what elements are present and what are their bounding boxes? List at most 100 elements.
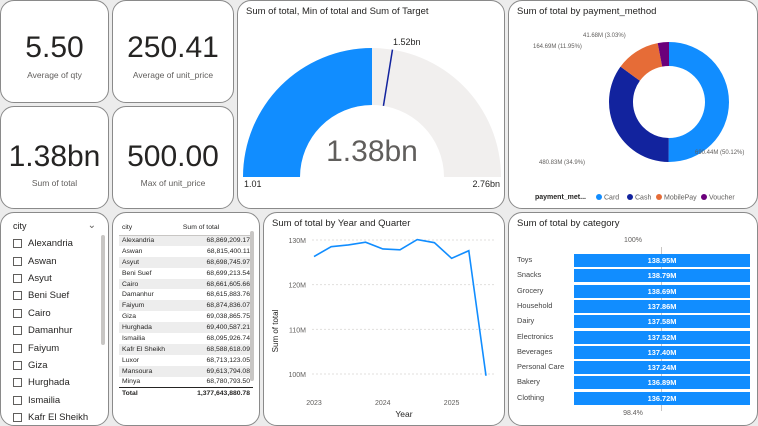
- table-row[interactable]: Minya 68,780,793.50: [122, 378, 250, 386]
- table-row[interactable]: Giza 69,038,865.75: [122, 313, 250, 321]
- category-bar[interactable]: 137.52M: [574, 330, 750, 344]
- checkbox[interactable]: [13, 343, 22, 353]
- slicer-item[interactable]: Damanhur: [13, 322, 101, 339]
- category-bar[interactable]: 137.86M: [574, 299, 750, 313]
- kpi-value: 250.41: [127, 31, 219, 64]
- y-tick-label: 100M: [288, 372, 306, 379]
- donut-chart: 41.68M (3.03%) 164.69M (11.95%) 480.83M …: [533, 33, 744, 202]
- slicer-item[interactable]: Ismailia: [13, 392, 101, 409]
- category-label: Bakery: [517, 377, 541, 387]
- gauge-center-value: 1.38bn: [326, 135, 418, 168]
- category-row[interactable]: Clothing 136.72M: [509, 391, 750, 406]
- kpi-card-sum-total[interactable]: 1.38bn Sum of total: [0, 106, 109, 209]
- category-label: Beverages: [517, 346, 553, 356]
- donut-slice-card[interactable]: [668, 42, 729, 162]
- category-bar[interactable]: 137.40M: [574, 345, 750, 359]
- table-row[interactable]: Beni Suef 68,699,213.54: [122, 269, 250, 277]
- kpi-label: Average of qty: [27, 70, 82, 80]
- checkbox[interactable]: [13, 413, 22, 423]
- category-bar[interactable]: 138.95M: [574, 254, 750, 267]
- checkbox[interactable]: [13, 395, 22, 405]
- table-row[interactable]: Faiyum 68,874,836.07: [119, 300, 253, 312]
- x-tick-label: 2024: [375, 400, 391, 407]
- slicer-item[interactable]: Giza: [13, 357, 101, 374]
- column-header-sum-total[interactable]: Sum of total: [179, 221, 253, 236]
- table-row[interactable]: Luxor 68,713,123.05: [122, 356, 250, 364]
- category-row[interactable]: Grocery 138.69M: [509, 284, 750, 299]
- slicer-item[interactable]: Alexandria: [13, 235, 101, 252]
- city-table-card[interactable]: city Sum of total Alexandria 68,869,209.1…: [112, 212, 260, 426]
- category-label: Dairy: [517, 316, 535, 326]
- slicer-item[interactable]: Beni Suef: [13, 287, 101, 304]
- checkbox[interactable]: [13, 273, 22, 283]
- donut-slice-voucher[interactable]: [657, 42, 669, 67]
- category-row[interactable]: Snacks 138.79M: [509, 268, 750, 283]
- table-scrollbar[interactable]: [250, 231, 254, 381]
- kpi-card-avg-qty[interactable]: 5.50 Average of qty: [0, 0, 109, 103]
- slicer-item[interactable]: Hurghada: [13, 374, 101, 391]
- kpi-card-avg-unit-price[interactable]: 250.41 Average of unit_price: [112, 0, 234, 103]
- category-chart-title: Sum of total by category: [517, 218, 620, 229]
- checkbox[interactable]: [13, 308, 22, 318]
- legend-title: payment_met...: [535, 194, 586, 201]
- slice-label-card: 690.44M (50.12%): [695, 150, 744, 156]
- table-row[interactable]: Mansoura 69,613,794.08: [119, 365, 253, 377]
- chevron-down-icon[interactable]: ⌄: [87, 220, 96, 231]
- category-row[interactable]: Dairy 137.58M: [509, 314, 750, 329]
- donut-slice-mobilepay[interactable]: [620, 43, 663, 81]
- x-axis-title: Year: [395, 409, 412, 419]
- svg-text:Card: Card: [604, 195, 619, 202]
- line-chart: 100M 110M 120M 130M 2023 2024 2025 Year Sum o…: [271, 238, 496, 419]
- line-chart-card[interactable]: Sum of total by Year and Quarter 100M 110…: [263, 212, 505, 426]
- slicer-scrollbar[interactable]: [101, 235, 105, 345]
- slicer-item[interactable]: Cairo: [13, 305, 101, 322]
- category-bar[interactable]: 137.58M: [574, 315, 750, 329]
- table-row[interactable]: Damanhur 68,615,883.76: [122, 291, 250, 299]
- checkbox[interactable]: [13, 239, 22, 249]
- table-row[interactable]: Kafr El Sheikh 68,588,618.09: [119, 343, 253, 355]
- checkbox[interactable]: [13, 256, 22, 266]
- legend-item-cash[interactable]: Cash: [627, 194, 651, 202]
- city-slicer[interactable]: city ⌄ Alexandria Aswan Asyut Beni Suef …: [0, 212, 109, 426]
- legend-item-voucher[interactable]: Voucher: [701, 194, 735, 202]
- donut-title: Sum of total by payment_method: [517, 6, 657, 17]
- category-bar[interactable]: 138.69M: [574, 284, 750, 298]
- donut-slice-cash[interactable]: [609, 66, 669, 162]
- category-row[interactable]: Toys 138.95M: [509, 253, 750, 268]
- slicer-item[interactable]: Kafr El Sheikh: [13, 409, 101, 425]
- category-bar[interactable]: 136.72M: [574, 391, 750, 405]
- table-row[interactable]: Aswan 68,815,400.11: [122, 247, 250, 255]
- kpi-card-max-unit-price[interactable]: 500.00 Max of unit_price: [112, 106, 234, 209]
- gauge-card[interactable]: Sum of total, Min of total and Sum of Ta…: [237, 0, 505, 209]
- bottom-axis-label: 98.4%: [623, 410, 643, 417]
- slicer-item[interactable]: Asyut: [13, 270, 101, 287]
- slicer-item[interactable]: Aswan: [13, 252, 101, 269]
- category-bar[interactable]: 137.24M: [574, 361, 750, 375]
- table-row[interactable]: Asyut 68,698,745.97: [119, 256, 253, 268]
- legend-item-card[interactable]: Card: [596, 194, 619, 202]
- category-row[interactable]: Beverages 137.40M: [509, 345, 750, 360]
- table-row[interactable]: Alexandria 68,869,209.17: [119, 235, 253, 246]
- table-total-row: Total 1,377,643,880.78: [119, 386, 253, 400]
- legend-item-mobilepay[interactable]: MobilePay: [656, 194, 697, 202]
- category-chart-card[interactable]: Sum of total by category 100% Toys 138.95…: [508, 212, 758, 426]
- checkbox[interactable]: [13, 360, 22, 370]
- category-row[interactable]: Electronics 137.52M: [509, 330, 750, 345]
- table-row[interactable]: Cairo 68,661,605.66: [119, 278, 253, 290]
- donut-card[interactable]: Sum of total by payment_method 41.68M (3…: [508, 0, 758, 209]
- table-row[interactable]: Hurghada 69,400,587.21: [119, 322, 253, 334]
- category-bar[interactable]: 138.79M: [574, 269, 750, 283]
- category-row[interactable]: Household 137.86M: [509, 299, 750, 314]
- category-row[interactable]: Bakery 136.89M: [509, 375, 750, 390]
- table-row[interactable]: Ismailia 68,095,926.74: [122, 334, 250, 342]
- category-row[interactable]: Personal Care 137.24M: [509, 360, 750, 375]
- gauge-max-label: 2.76bn: [472, 179, 500, 189]
- column-header-city[interactable]: city: [119, 221, 180, 236]
- category-bar[interactable]: 136.89M: [574, 376, 750, 390]
- checkbox[interactable]: [13, 326, 22, 336]
- gauge-value-arc: [243, 48, 372, 177]
- slicer-item[interactable]: Faiyum: [13, 339, 101, 356]
- table-header: city Sum of total: [119, 221, 253, 236]
- checkbox[interactable]: [13, 378, 22, 388]
- checkbox[interactable]: [13, 291, 22, 301]
